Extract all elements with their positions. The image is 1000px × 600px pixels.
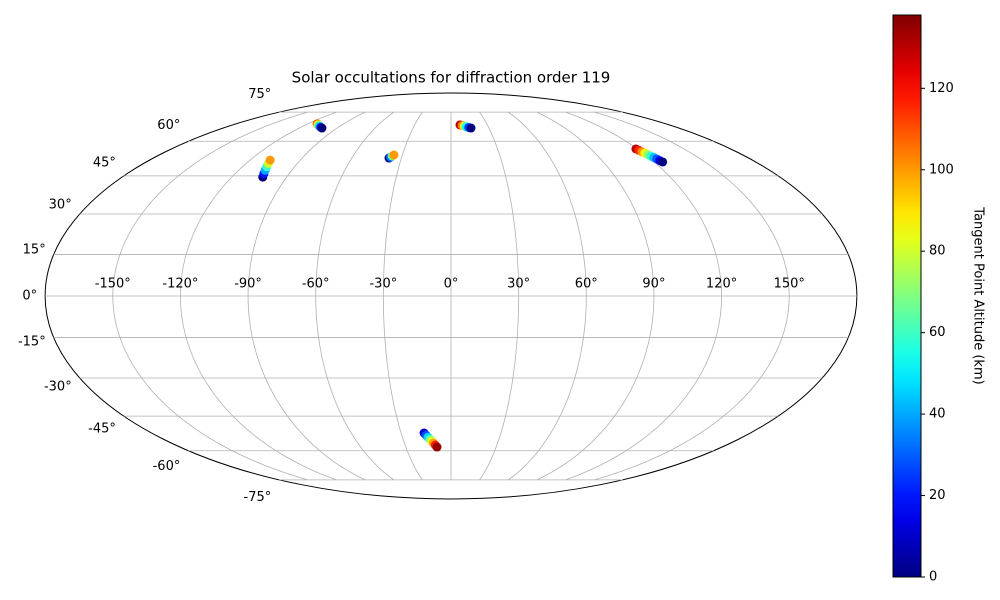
x-tick-label: 30° — [507, 277, 530, 292]
chart-title: Solar occultations for diffraction order… — [292, 69, 611, 87]
colorbar-tick-label: 20 — [929, 488, 946, 503]
y-tick-label: 15° — [23, 242, 46, 257]
x-tick-label: 90° — [642, 277, 665, 292]
data-point — [265, 155, 275, 165]
data-point — [432, 442, 442, 452]
data-point — [658, 157, 668, 167]
data-point — [389, 150, 399, 160]
y-tick-label: 30° — [49, 198, 72, 213]
x-tick-label: -30° — [369, 277, 397, 292]
grid-line — [112, 111, 308, 481]
x-tick-label: -120° — [162, 277, 198, 292]
grid-line — [508, 111, 587, 481]
colorbar-tick-label: 60 — [929, 325, 946, 340]
y-tick-label: 0° — [22, 289, 37, 304]
y-tick-label: 60° — [157, 118, 180, 133]
x-tick-label: -150° — [95, 277, 131, 292]
colorbar-tick-label: 40 — [929, 407, 946, 422]
colorbar-label: Tangent Point Altitude (km) — [971, 206, 986, 384]
grid-line — [315, 111, 394, 481]
grid-line — [479, 111, 520, 481]
grid-line — [594, 111, 790, 481]
y-tick-label: 75° — [248, 87, 271, 102]
grid-line — [536, 111, 655, 481]
grid-line — [382, 111, 423, 481]
data-point — [466, 123, 476, 133]
y-tick-label: -30° — [44, 379, 72, 394]
x-tick-label: -90° — [234, 277, 262, 292]
y-tick-label: 45° — [93, 156, 116, 171]
colorbar-tick-label: 80 — [929, 244, 946, 259]
x-tick-label: -60° — [302, 277, 330, 292]
grid-line — [247, 111, 366, 481]
colorbar-tick-label: 120 — [929, 81, 954, 96]
colorbar-tick-label: 100 — [929, 162, 954, 177]
y-tick-label: -60° — [153, 459, 181, 474]
y-tick-label: -15° — [18, 335, 46, 350]
data-point — [317, 123, 327, 133]
grid-line — [565, 111, 722, 481]
x-tick-label: 150° — [774, 277, 805, 292]
colorbar — [892, 14, 922, 578]
grid-line — [180, 111, 337, 481]
y-tick-label: -75° — [244, 490, 272, 505]
x-tick-label: 0° — [444, 277, 459, 292]
colorbar-tick-label: 0 — [929, 570, 937, 585]
y-tick-label: -45° — [88, 421, 116, 436]
x-tick-label: 60° — [575, 277, 598, 292]
x-tick-label: 120° — [706, 277, 737, 292]
